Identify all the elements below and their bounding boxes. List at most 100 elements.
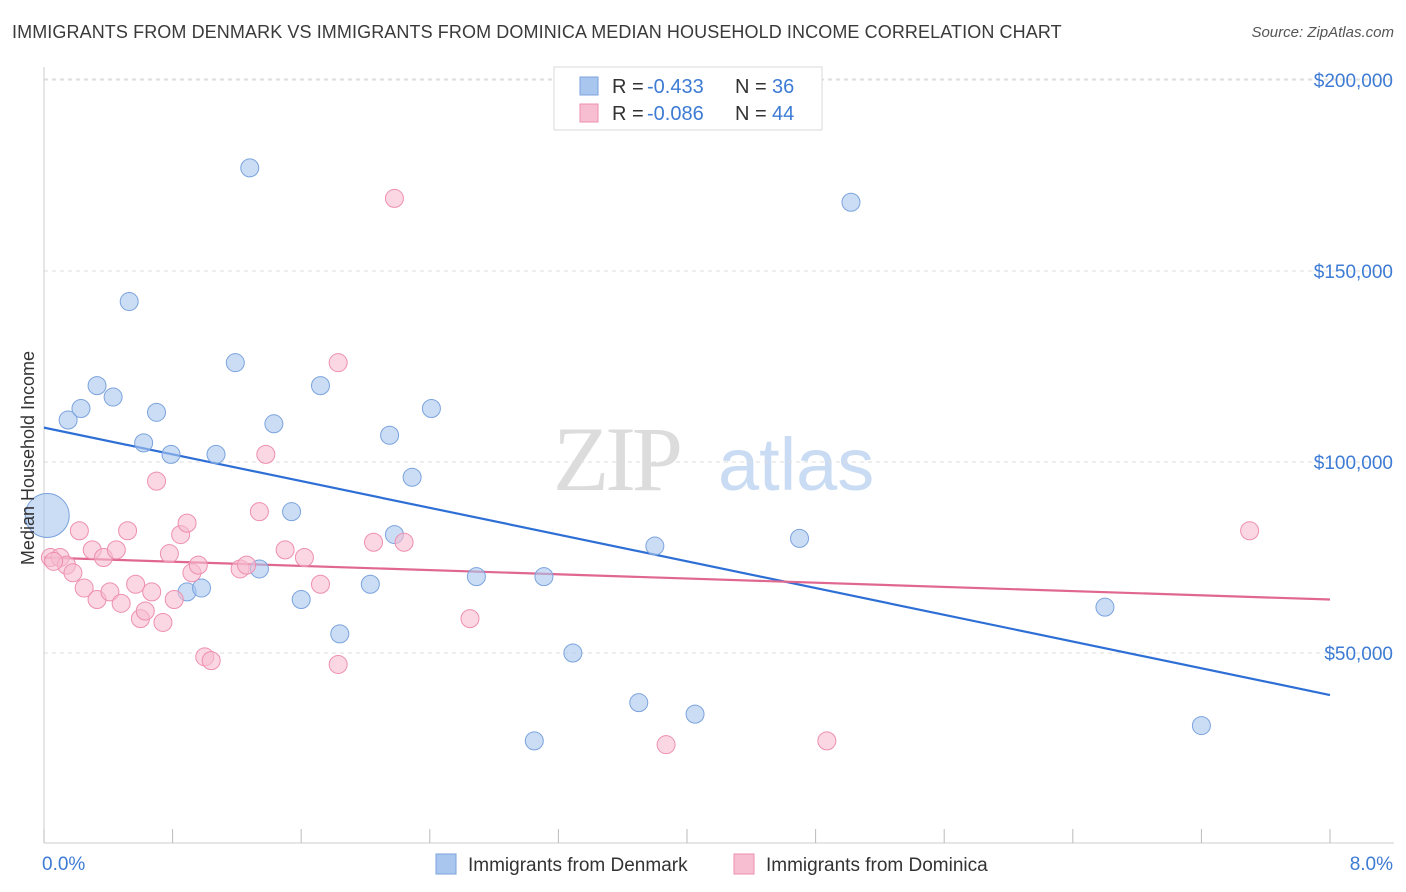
point-denmark-20 bbox=[360, 574, 380, 594]
legend-n-value-2: 44 bbox=[772, 103, 794, 125]
point-dominica-15 bbox=[135, 601, 155, 621]
point-denmark-27 bbox=[534, 567, 554, 587]
legend-r-label-1: R = bbox=[612, 76, 644, 98]
point-denmark-35 bbox=[1191, 716, 1211, 736]
point-dominica-39 bbox=[460, 609, 480, 629]
point-denmark-19 bbox=[330, 624, 350, 644]
point-denmark-12 bbox=[225, 353, 245, 373]
point-denmark-16 bbox=[282, 502, 302, 522]
point-denmark-5 bbox=[119, 292, 139, 312]
point-dominica-5 bbox=[74, 578, 94, 598]
y-tick-label-3: $200,000 bbox=[1314, 71, 1393, 92]
watermark: ZIP atlas bbox=[553, 408, 874, 510]
bottom-legend-label-denmark: Immigrants from Denmark bbox=[468, 855, 688, 876]
point-denmark-33 bbox=[841, 192, 861, 212]
legend-n-label-1: N = bbox=[735, 76, 767, 98]
point-denmark-23 bbox=[402, 467, 422, 487]
point-dominica-20 bbox=[164, 590, 184, 610]
legend-n-value-1: 36 bbox=[772, 76, 794, 98]
point-dominica-30 bbox=[256, 444, 276, 464]
point-denmark-25 bbox=[466, 567, 486, 587]
svg-text:atlas: atlas bbox=[718, 423, 874, 506]
point-dominica-33 bbox=[310, 574, 330, 594]
legend-swatch-dominica bbox=[579, 103, 599, 123]
point-denmark-10 bbox=[192, 578, 212, 598]
legend-n-label-2: N = bbox=[735, 103, 767, 125]
point-denmark-3 bbox=[87, 376, 107, 396]
point-dominica-43 bbox=[44, 551, 64, 571]
point-denmark-6 bbox=[134, 433, 154, 453]
point-denmark-21 bbox=[380, 425, 400, 445]
point-dominica-10 bbox=[106, 540, 126, 560]
point-dominica-26 bbox=[201, 651, 221, 671]
chart-title: IMMIGRANTS FROM DENMARK VS IMMIGRANTS FR… bbox=[12, 22, 1062, 42]
legend-r-value-2: -0.086 bbox=[647, 103, 704, 125]
legend-r-value-1: -0.433 bbox=[647, 76, 704, 98]
point-dominica-3 bbox=[63, 563, 83, 583]
point-dominica-16 bbox=[142, 582, 162, 602]
point-denmark-2 bbox=[71, 399, 91, 419]
legend-swatch-denmark bbox=[579, 76, 599, 96]
y-axis-label: Median Household Income bbox=[18, 351, 38, 565]
axes bbox=[43, 67, 1394, 844]
point-dominica-18 bbox=[153, 612, 173, 632]
point-denmark-24 bbox=[421, 399, 441, 419]
point-dominica-11 bbox=[111, 593, 131, 613]
point-dominica-9 bbox=[100, 582, 120, 602]
bottom-legend-swatch-denmark bbox=[435, 853, 457, 875]
point-dominica-35 bbox=[328, 654, 348, 674]
point-denmark-1 bbox=[58, 410, 78, 430]
point-dominica-29 bbox=[249, 502, 269, 522]
point-dominica-13 bbox=[126, 574, 146, 594]
stats-legend: R = -0.433 N = 36 R = -0.086 N = 44 bbox=[553, 66, 823, 131]
data-points bbox=[24, 158, 1260, 755]
point-denmark-13 bbox=[240, 158, 260, 178]
point-denmark-26 bbox=[524, 731, 544, 751]
trend-line-denmark bbox=[43, 426, 1331, 697]
point-denmark-15 bbox=[264, 414, 284, 434]
point-dominica-38 bbox=[394, 532, 414, 552]
point-denmark-8 bbox=[161, 444, 181, 464]
point-dominica-34 bbox=[328, 353, 348, 373]
point-denmark-18 bbox=[310, 376, 330, 396]
point-denmark-0 bbox=[24, 492, 70, 538]
point-denmark-11 bbox=[206, 444, 226, 464]
point-dominica-37 bbox=[384, 188, 404, 208]
point-dominica-19 bbox=[159, 544, 179, 564]
point-denmark-4 bbox=[103, 387, 123, 407]
point-denmark-31 bbox=[685, 704, 705, 724]
chart-source: Source: ZipAtlas.com bbox=[1251, 24, 1394, 41]
series-legend: Immigrants from Denmark Immigrants from … bbox=[435, 853, 988, 876]
y-tick-label-2: $150,000 bbox=[1314, 262, 1393, 283]
point-dominica-36 bbox=[364, 532, 384, 552]
x-tick-labels: 0.0% 8.0% bbox=[42, 854, 1393, 875]
y-tick-label-0: $50,000 bbox=[1324, 644, 1393, 665]
point-dominica-31 bbox=[275, 540, 295, 560]
point-dominica-28 bbox=[237, 555, 257, 575]
point-denmark-28 bbox=[563, 643, 583, 663]
point-dominica-32 bbox=[294, 548, 314, 567]
x-tick-label-1: 8.0% bbox=[1350, 854, 1393, 875]
point-dominica-24 bbox=[188, 555, 208, 575]
point-denmark-7 bbox=[147, 402, 167, 422]
point-denmark-17 bbox=[291, 590, 311, 610]
x-tick-label-0: 0.0% bbox=[42, 854, 85, 875]
legend-r-label-2: R = bbox=[612, 103, 644, 125]
point-dominica-12 bbox=[118, 521, 138, 541]
point-dominica-41 bbox=[817, 731, 837, 751]
point-dominica-40 bbox=[656, 735, 676, 755]
y-tick-label-1: $100,000 bbox=[1314, 453, 1393, 474]
point-dominica-17 bbox=[147, 471, 167, 491]
point-denmark-32 bbox=[790, 528, 810, 548]
point-dominica-4 bbox=[69, 521, 89, 541]
point-dominica-22 bbox=[177, 513, 197, 533]
point-dominica-42 bbox=[1240, 521, 1260, 541]
bottom-legend-label-dominica: Immigrants from Dominica bbox=[766, 855, 988, 876]
y-tick-labels: $50,000 $100,000 $150,000 $200,000 bbox=[1314, 71, 1393, 665]
bottom-legend-swatch-dominica bbox=[733, 853, 755, 875]
point-denmark-34 bbox=[1095, 597, 1115, 617]
point-denmark-30 bbox=[645, 536, 665, 556]
point-denmark-29 bbox=[629, 693, 649, 713]
svg-text:ZIP: ZIP bbox=[553, 408, 680, 510]
